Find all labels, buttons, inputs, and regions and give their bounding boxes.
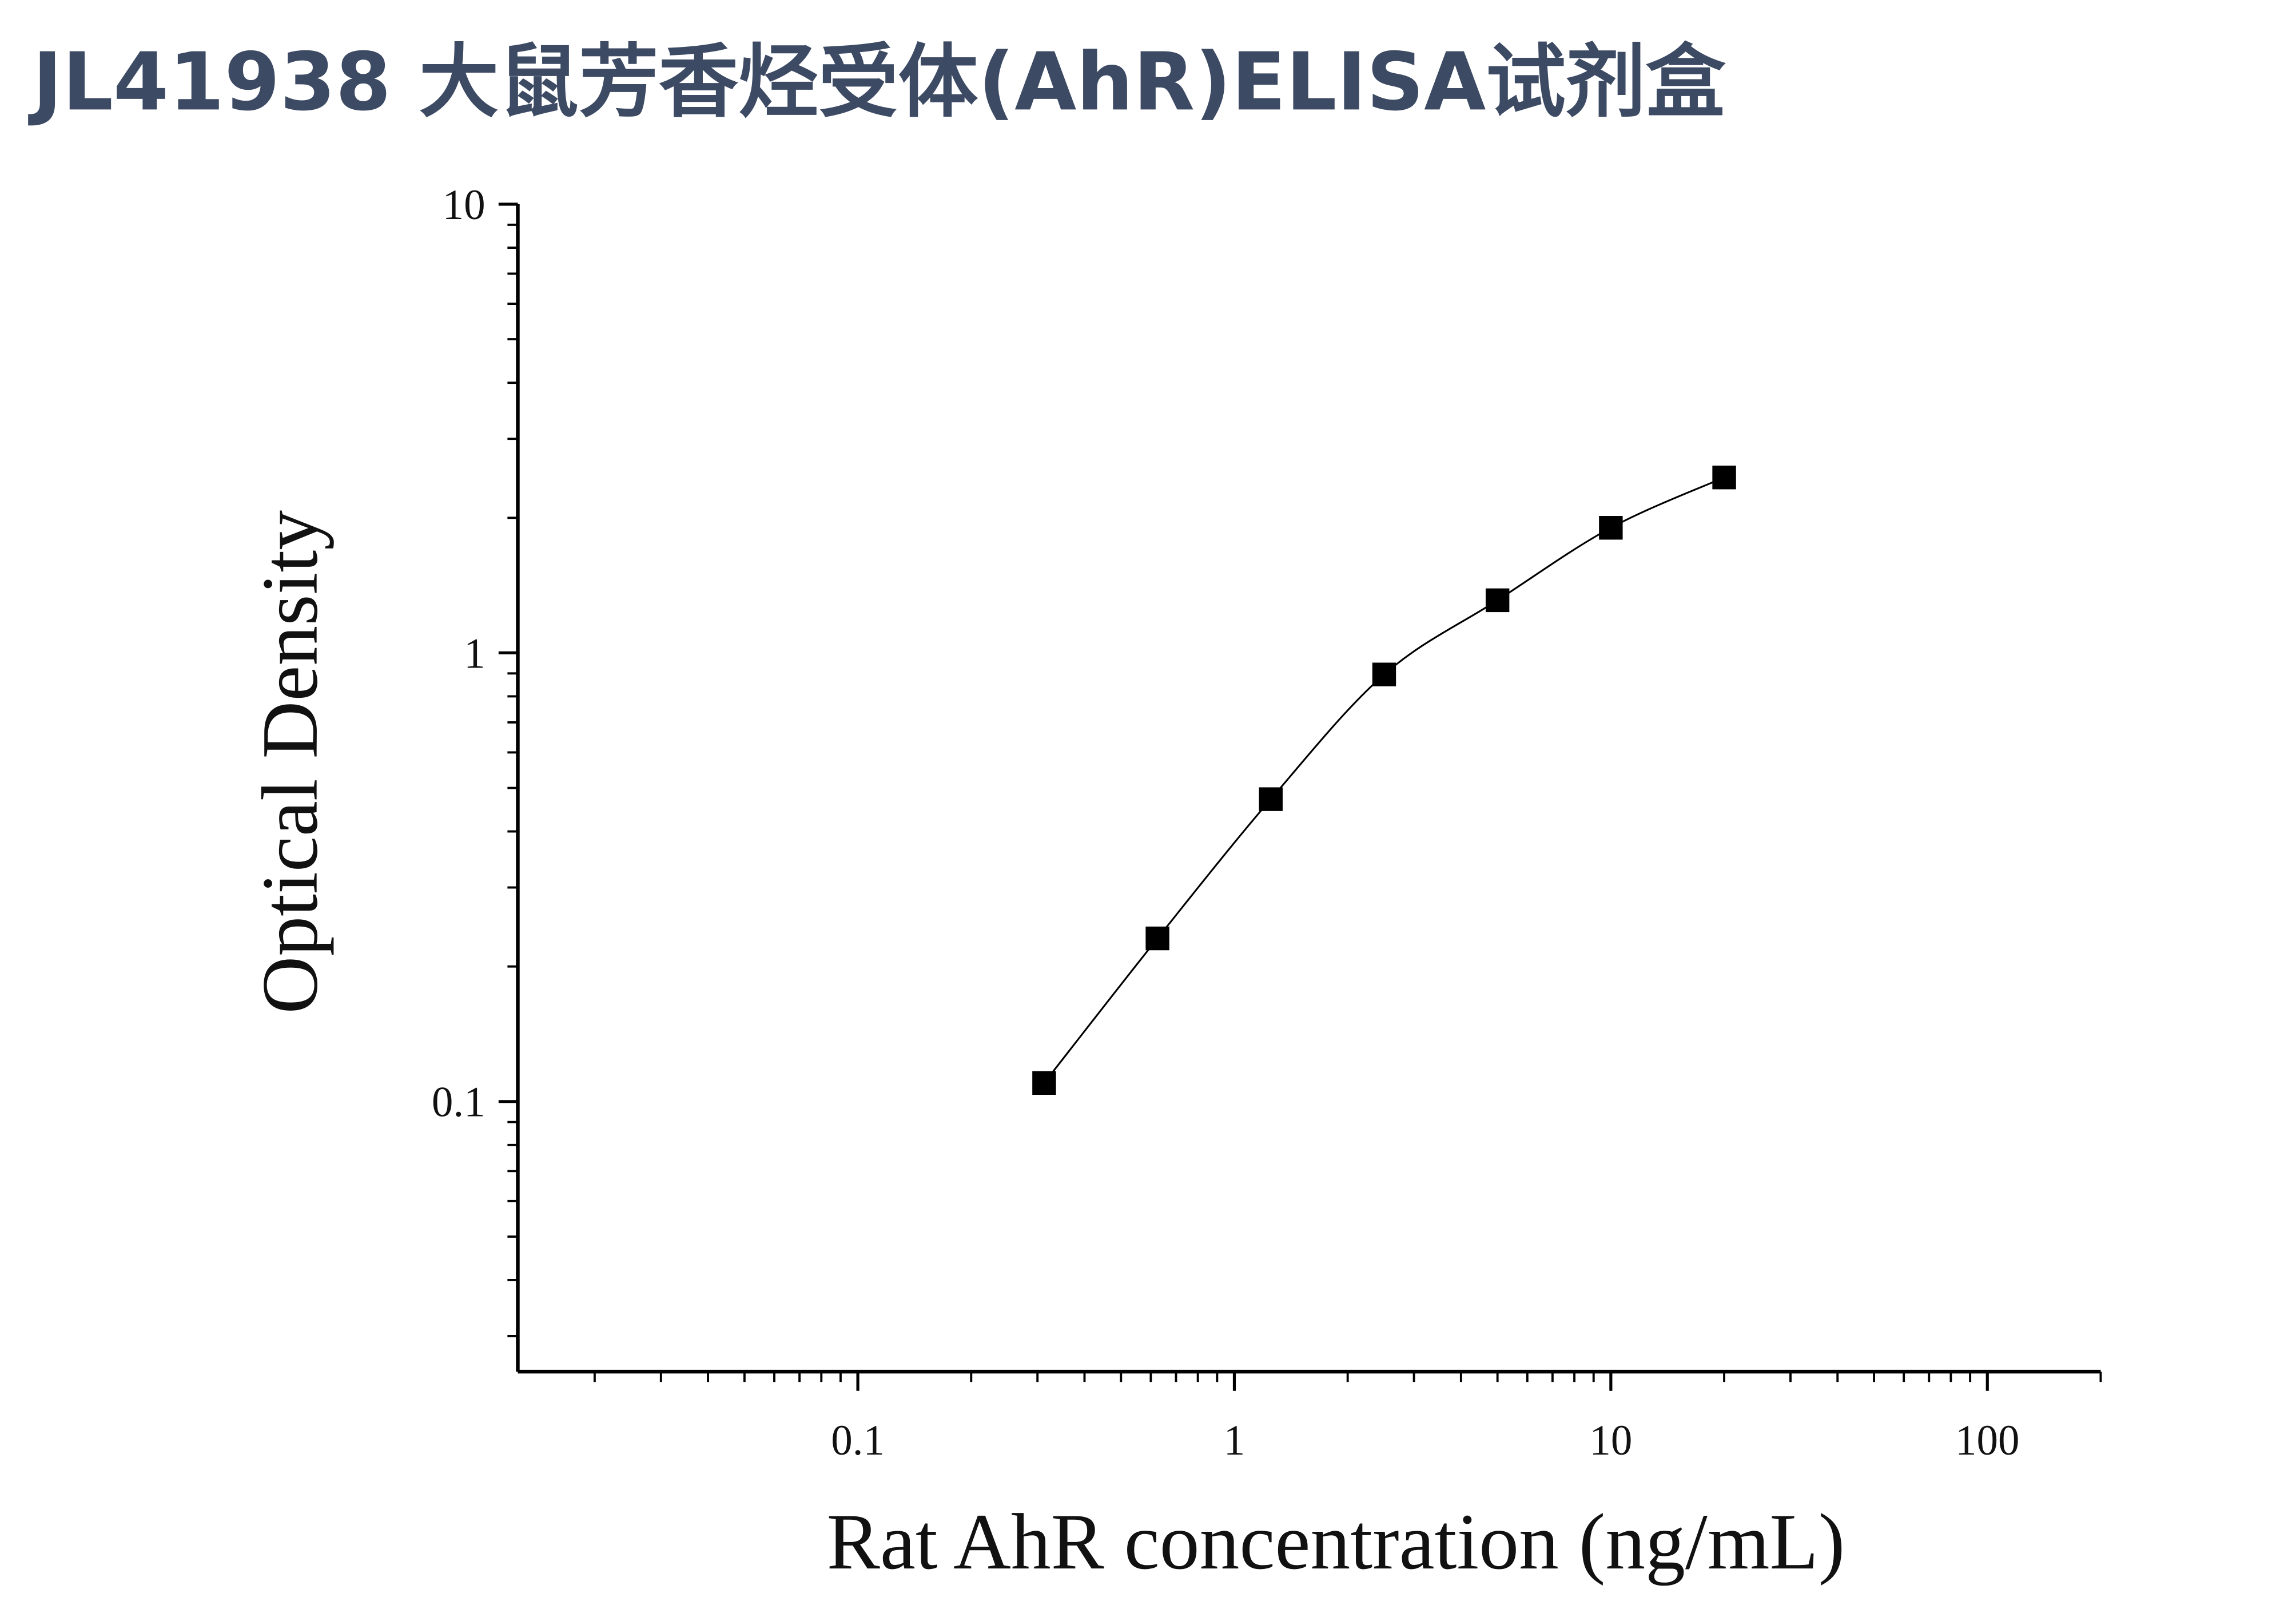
y-tick-label: 0.1 xyxy=(432,1079,486,1126)
data-point xyxy=(1032,1071,1056,1095)
chart-title: JL41938 大鼠芳香烃受体(AhR)ELISA试剂盒 xyxy=(28,35,1726,128)
y-tick-label: 1 xyxy=(464,630,486,677)
x-tick-label: 1 xyxy=(1224,1417,1246,1464)
x-tick-label: 100 xyxy=(1955,1417,2020,1464)
x-axis-label: Rat AhR concentration (ng/mL) xyxy=(827,1498,1845,1586)
x-tick-label: 0.1 xyxy=(831,1417,885,1464)
data-point xyxy=(1145,926,1169,951)
data-point xyxy=(1259,787,1283,811)
data-point xyxy=(1712,466,1736,490)
data-point xyxy=(1485,588,1510,613)
y-axis-label: Optical Density xyxy=(246,510,335,1014)
y-tick-label: 10 xyxy=(443,181,486,229)
data-point xyxy=(1599,516,1623,540)
fit-curve xyxy=(1043,476,1725,1084)
data-point xyxy=(1372,662,1396,686)
x-tick-label: 10 xyxy=(1589,1417,1632,1464)
